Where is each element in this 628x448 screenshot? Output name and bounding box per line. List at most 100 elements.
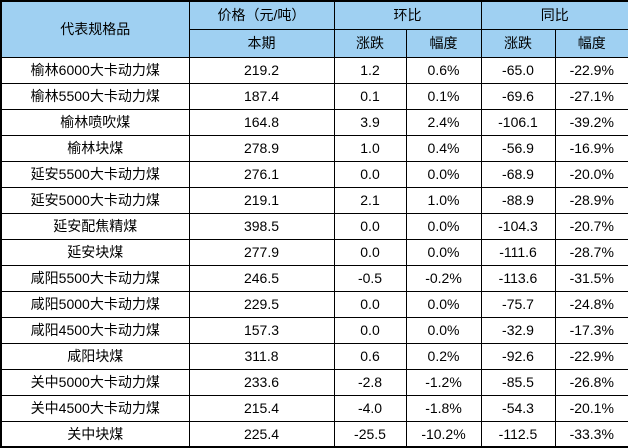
price-cell: 219.1 xyxy=(188,186,335,214)
mom-rate-cell: 0.0% xyxy=(405,290,482,318)
yoy-rate-cell: -16.9% xyxy=(554,134,628,162)
mom-change-cell: 3.9 xyxy=(333,108,407,136)
header-yoy-rate: 幅度 xyxy=(554,28,628,58)
yoy-rate-cell: -20.7% xyxy=(554,212,628,240)
yoy-change-cell: -32.9 xyxy=(480,316,556,344)
header-product: 代表规格品 xyxy=(0,0,190,58)
product-name-cell: 关中5000大卡动力煤 xyxy=(0,368,190,396)
table-row: 咸阳4500大卡动力煤 157.3 0.0 0.0% -32.9 -17.3% xyxy=(0,316,628,344)
table-row: 榆林喷吹煤 164.8 3.9 2.4% -106.1 -39.2% xyxy=(0,108,628,136)
mom-change-cell: 0.0 xyxy=(333,238,407,266)
yoy-rate-cell: -39.2% xyxy=(554,108,628,136)
header-yoy-group: 同比 xyxy=(480,0,628,30)
mom-rate-cell: 0.4% xyxy=(405,134,482,162)
mom-change-cell: 0.0 xyxy=(333,160,407,188)
mom-change-cell: -4.0 xyxy=(333,394,407,422)
yoy-change-cell: -104.3 xyxy=(480,212,556,240)
mom-rate-cell: 0.0% xyxy=(405,238,482,266)
header-current-period: 本期 xyxy=(188,28,335,58)
table-row: 延安5500大卡动力煤 276.1 0.0 0.0% -68.9 -20.0% xyxy=(0,160,628,188)
yoy-rate-cell: -22.9% xyxy=(554,342,628,370)
price-cell: 276.1 xyxy=(188,160,335,188)
yoy-rate-cell: -27.1% xyxy=(554,82,628,110)
mom-rate-cell: 1.0% xyxy=(405,186,482,214)
table-row: 关中块煤 225.4 -25.5 -10.2% -112.5 -33.3% xyxy=(0,420,628,448)
mom-rate-cell: 0.0% xyxy=(405,160,482,188)
product-name-cell: 咸阳4500大卡动力煤 xyxy=(0,316,190,344)
product-name-cell: 关中4500大卡动力煤 xyxy=(0,394,190,422)
mom-rate-cell: 0.0% xyxy=(405,316,482,344)
header-yoy-change: 涨跌 xyxy=(480,28,556,58)
table-row: 咸阳块煤 311.8 0.6 0.2% -92.6 -22.9% xyxy=(0,342,628,370)
mom-change-cell: 1.2 xyxy=(333,56,407,84)
yoy-change-cell: -54.3 xyxy=(480,394,556,422)
price-cell: 229.5 xyxy=(188,290,335,318)
mom-rate-cell: -1.2% xyxy=(405,368,482,396)
mom-rate-cell: 2.4% xyxy=(405,108,482,136)
mom-change-cell: 0.0 xyxy=(333,316,407,344)
price-cell: 233.6 xyxy=(188,368,335,396)
mom-rate-cell: -10.2% xyxy=(405,420,482,448)
yoy-rate-cell: -28.9% xyxy=(554,186,628,214)
header-mom-rate: 幅度 xyxy=(405,28,482,58)
product-name-cell: 延安5500大卡动力煤 xyxy=(0,160,190,188)
yoy-change-cell: -112.5 xyxy=(480,420,556,448)
product-name-cell: 咸阳5000大卡动力煤 xyxy=(0,290,190,318)
yoy-rate-cell: -17.3% xyxy=(554,316,628,344)
product-name-cell: 延安块煤 xyxy=(0,238,190,266)
yoy-rate-cell: -20.1% xyxy=(554,394,628,422)
header-price-group: 价格（元/吨） xyxy=(188,0,335,30)
price-cell: 164.8 xyxy=(188,108,335,136)
table-row: 咸阳5500大卡动力煤 246.5 -0.5 -0.2% -113.6 -31.… xyxy=(0,264,628,292)
price-cell: 187.4 xyxy=(188,82,335,110)
product-name-cell: 榆林6000大卡动力煤 xyxy=(0,56,190,84)
yoy-rate-cell: -33.3% xyxy=(554,420,628,448)
product-name-cell: 榆林喷吹煤 xyxy=(0,108,190,136)
price-cell: 278.9 xyxy=(188,134,335,162)
header-row-top: 代表规格品 价格（元/吨） 环比 同比 xyxy=(0,0,628,58)
product-name-cell: 延安5000大卡动力煤 xyxy=(0,186,190,214)
product-name-cell: 榆林5500大卡动力煤 xyxy=(0,82,190,110)
header-mom-group: 环比 xyxy=(333,0,482,30)
mom-change-cell: -2.8 xyxy=(333,368,407,396)
price-cell: 219.2 xyxy=(188,56,335,84)
yoy-rate-cell: -28.7% xyxy=(554,238,628,266)
table-row: 榆林5500大卡动力煤 187.4 0.1 0.1% -69.6 -27.1% xyxy=(0,82,628,110)
price-cell: 157.3 xyxy=(188,316,335,344)
yoy-change-cell: -56.9 xyxy=(480,134,556,162)
yoy-change-cell: -68.9 xyxy=(480,160,556,188)
table-header: 代表规格品 价格（元/吨） 环比 同比 本期 涨跌 幅度 涨跌 幅度 xyxy=(0,0,628,58)
yoy-change-cell: -69.6 xyxy=(480,82,556,110)
mom-rate-cell: 0.1% xyxy=(405,82,482,110)
product-name-cell: 榆林块煤 xyxy=(0,134,190,162)
yoy-rate-cell: -24.8% xyxy=(554,290,628,318)
yoy-change-cell: -65.0 xyxy=(480,56,556,84)
yoy-rate-cell: -31.5% xyxy=(554,264,628,292)
mom-change-cell: -25.5 xyxy=(333,420,407,448)
table-row: 延安5000大卡动力煤 219.1 2.1 1.0% -88.9 -28.9% xyxy=(0,186,628,214)
yoy-rate-cell: -26.8% xyxy=(554,368,628,396)
header-mom-change: 涨跌 xyxy=(333,28,407,58)
header-row-sub: 本期 涨跌 幅度 涨跌 幅度 xyxy=(1,28,628,58)
table-row: 咸阳5000大卡动力煤 229.5 0.0 0.0% -75.7 -24.8% xyxy=(0,290,628,318)
table-row: 关中4500大卡动力煤 215.4 -4.0 -1.8% -54.3 -20.1… xyxy=(0,394,628,422)
mom-change-cell: 0.1 xyxy=(333,82,407,110)
price-cell: 398.5 xyxy=(188,212,335,240)
table-body: 榆林6000大卡动力煤 219.2 1.2 0.6% -65.0 -22.9% … xyxy=(0,56,628,448)
product-name-cell: 咸阳5500大卡动力煤 xyxy=(0,264,190,292)
product-name-cell: 关中块煤 xyxy=(0,420,190,448)
mom-change-cell: 1.0 xyxy=(333,134,407,162)
mom-rate-cell: 0.0% xyxy=(405,212,482,240)
yoy-change-cell: -92.6 xyxy=(480,342,556,370)
mom-change-cell: 0.6 xyxy=(333,342,407,370)
mom-change-cell: 2.1 xyxy=(333,186,407,214)
table-row: 榆林6000大卡动力煤 219.2 1.2 0.6% -65.0 -22.9% xyxy=(0,56,628,84)
table-row: 延安块煤 277.9 0.0 0.0% -111.6 -28.7% xyxy=(0,238,628,266)
yoy-rate-cell: -20.0% xyxy=(554,160,628,188)
yoy-change-cell: -85.5 xyxy=(480,368,556,396)
mom-rate-cell: -1.8% xyxy=(405,394,482,422)
mom-rate-cell: 0.2% xyxy=(405,342,482,370)
mom-change-cell: 0.0 xyxy=(333,290,407,318)
